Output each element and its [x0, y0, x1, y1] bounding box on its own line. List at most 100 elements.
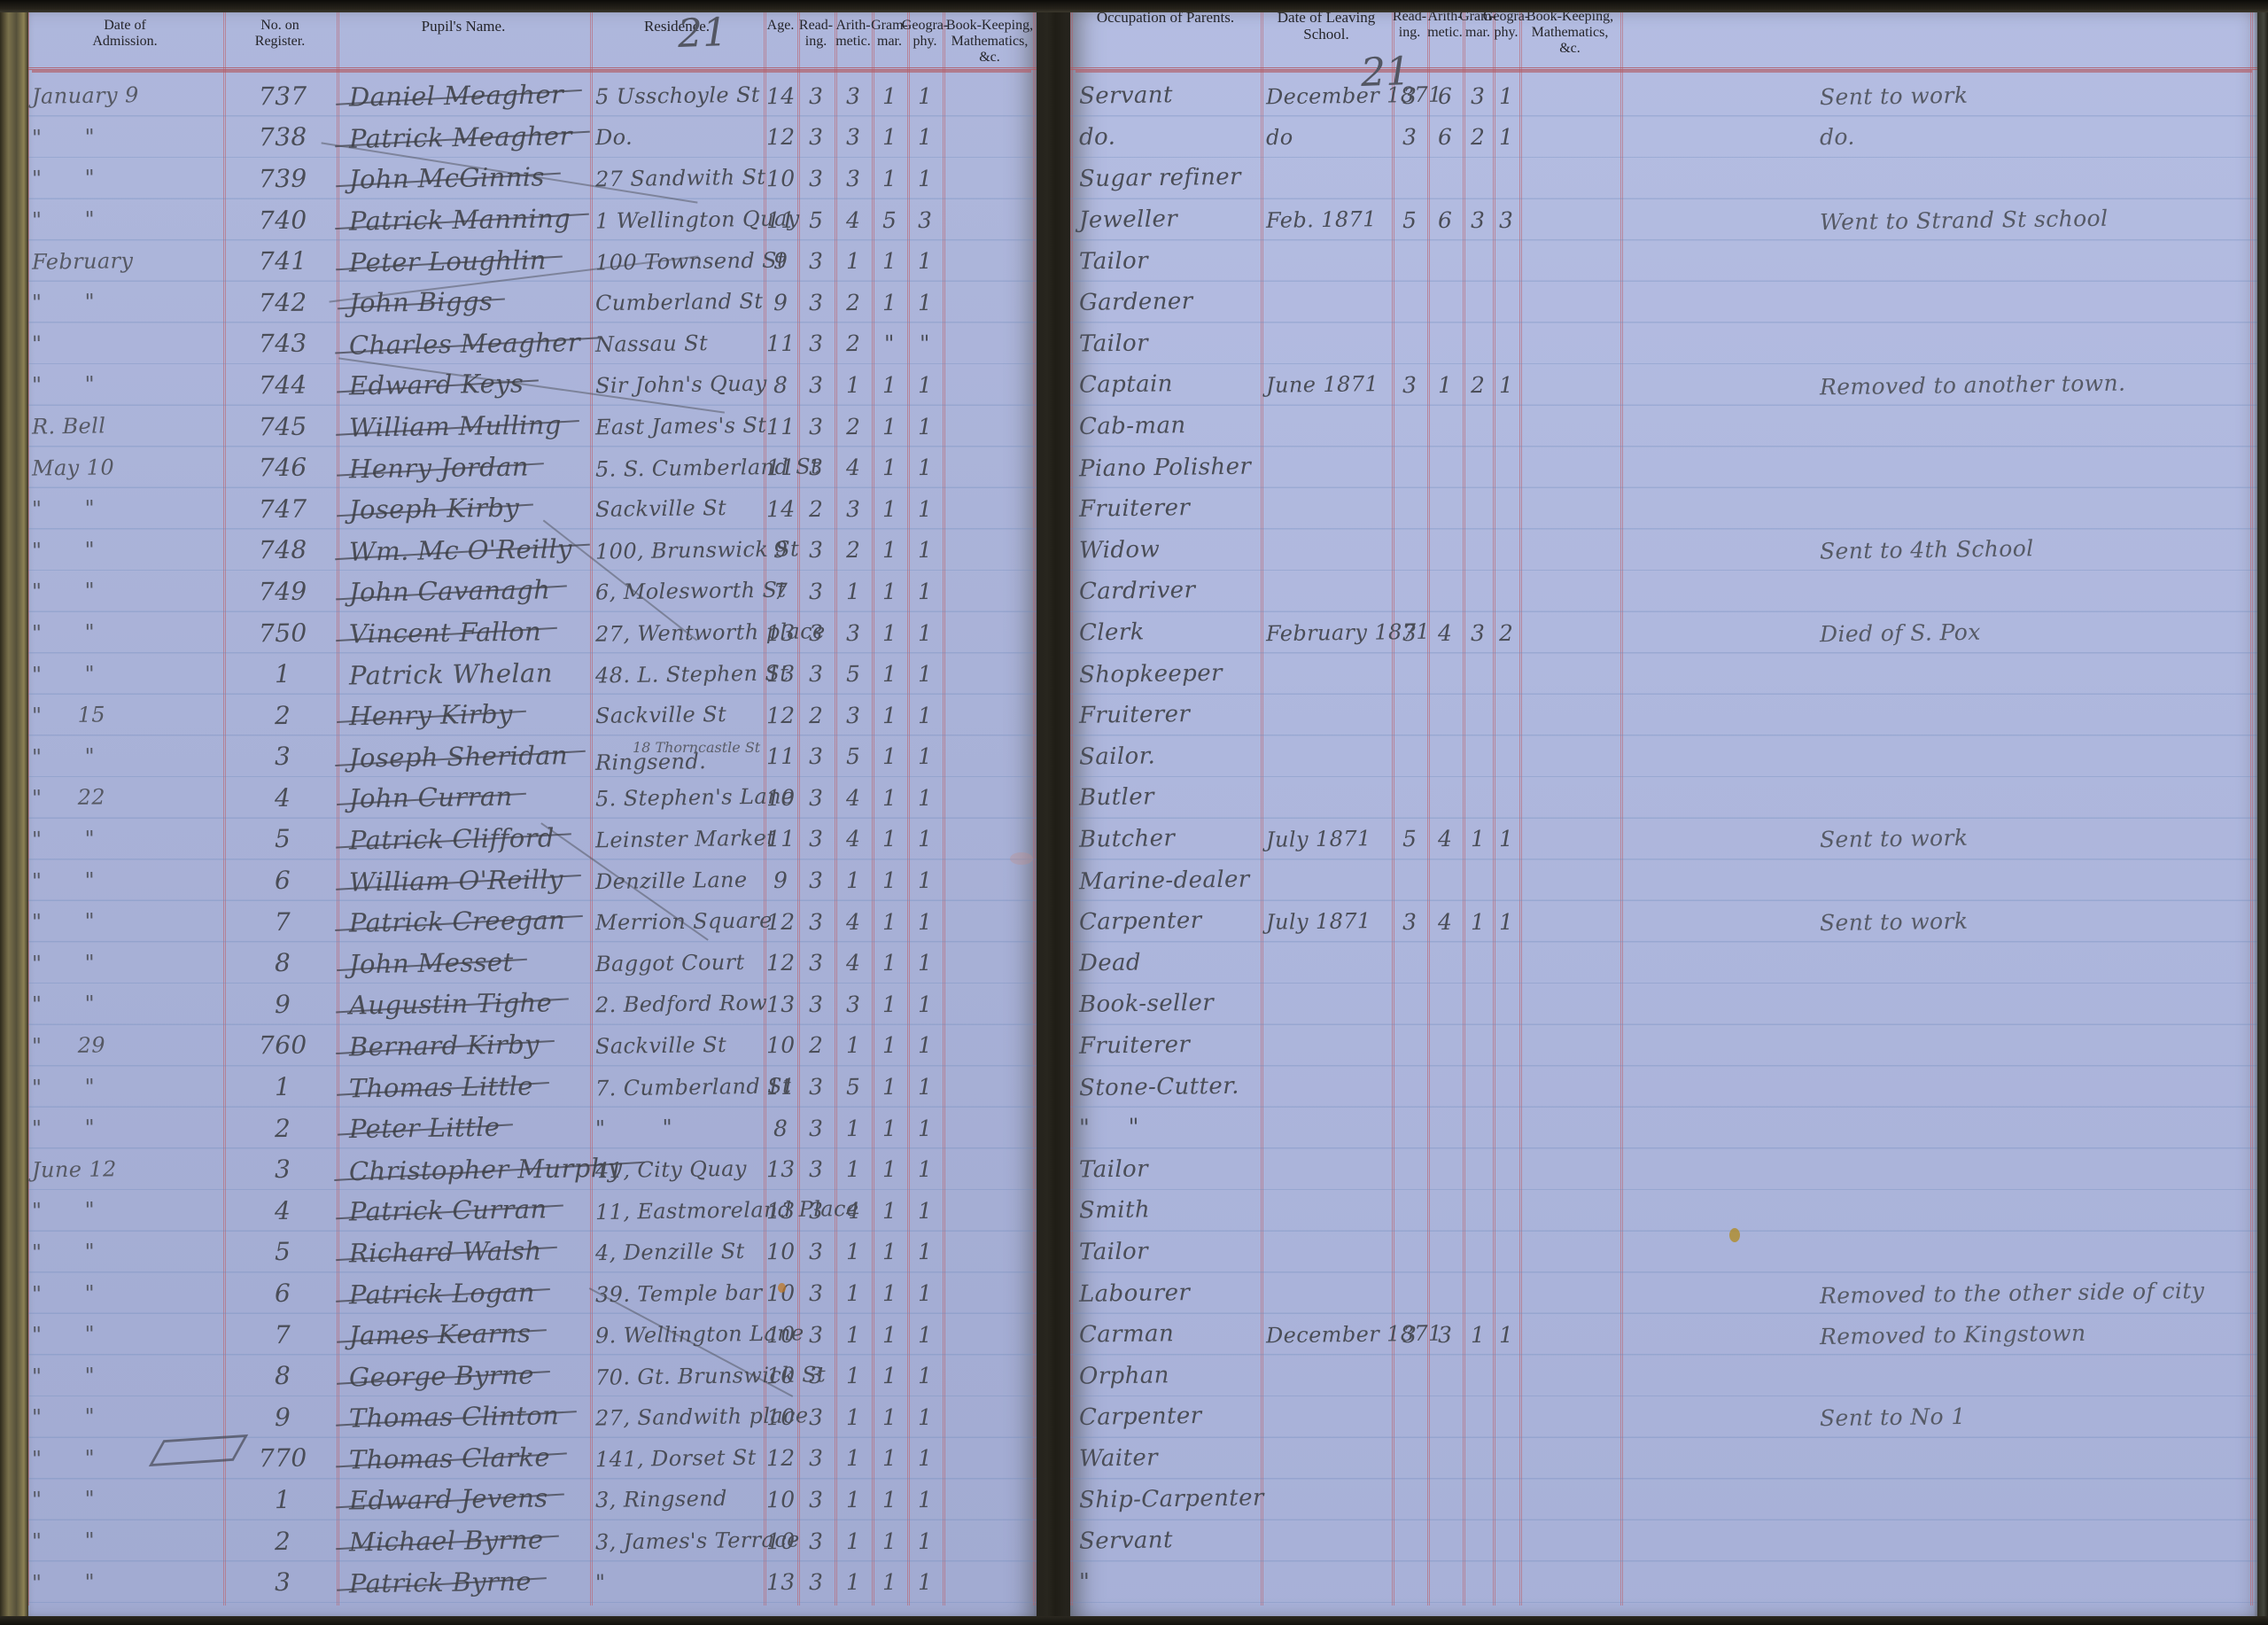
header-date-of-admission: Date of Admission.	[92, 18, 158, 49]
geography-handwriting: 1	[917, 371, 933, 399]
book-right-edge	[2254, 0, 2268, 1625]
cell-register: 747	[223, 488, 337, 530]
cell-register: 4	[223, 777, 337, 819]
cell-geography: 1	[907, 819, 943, 860]
admission-handwriting: " "	[31, 1197, 96, 1224]
cell-admission: " "	[27, 530, 223, 571]
cell-l_arithmetic	[1427, 777, 1463, 819]
cell-age: 11	[764, 323, 797, 365]
occupation-handwriting: Marine-dealer	[1078, 866, 1250, 895]
cell-register: 1	[223, 653, 337, 695]
cell-reading: 5	[797, 199, 835, 241]
cell-register: 746	[223, 447, 337, 488]
residence-handwriting: 48. L. Stephen St	[594, 660, 789, 688]
cell-occupation: Ship-Carpenter	[1070, 1479, 1264, 1520]
grammar-handwriting: 5	[882, 206, 897, 233]
cell-name: Patrick Byrne	[337, 1561, 590, 1603]
admission-handwriting: " "	[31, 1445, 96, 1472]
cell-leaving	[1261, 571, 1392, 612]
cell-geography: 1	[907, 695, 943, 736]
reading-handwriting: 2	[808, 1032, 824, 1059]
cell-l_reading	[1392, 1148, 1427, 1190]
register-handwriting: 741	[258, 245, 307, 276]
admission-handwriting: "	[31, 330, 43, 356]
cell-geography: 1	[907, 1438, 943, 1480]
cell-admission: " "	[27, 117, 223, 159]
cell-leaving	[1261, 984, 1392, 1025]
admission-handwriting: " "	[31, 371, 96, 398]
cell-reading: 3	[797, 158, 835, 199]
column-rule	[907, 12, 910, 1606]
cell-name: Patrick Curran	[337, 1190, 590, 1232]
cell-leaving	[1261, 736, 1392, 778]
cell-l_geography	[1493, 488, 1519, 530]
admission-handwriting: " "	[31, 1403, 96, 1430]
register-row: Servant December 1871 3 6 3 1 Sent to work	[1070, 75, 2257, 117]
register-handwriting: 2	[274, 1113, 291, 1143]
cell-register: 8	[223, 942, 337, 984]
cell-register: 4	[223, 1190, 337, 1232]
admission-handwriting: " "	[31, 578, 96, 604]
cell-grammar: 1	[872, 406, 907, 447]
cell-bookkeeping	[943, 612, 1037, 654]
geography-handwriting: 1	[917, 1115, 933, 1141]
cell-remarks	[1620, 1025, 2257, 1067]
cell-admission: " "	[27, 984, 223, 1025]
cell-admission: " "	[27, 1479, 223, 1520]
cell-leaving	[1261, 1232, 1392, 1273]
cell-leaving	[1261, 653, 1392, 695]
register-row: Butler	[1070, 777, 2257, 819]
occupation-handwriting: Sugar refiner	[1078, 164, 1242, 193]
remarks-handwriting: do.	[1819, 124, 1855, 151]
reading-handwriting: 3	[808, 991, 824, 1017]
reading-handwriting: 3	[808, 413, 824, 439]
grammar-handwriting: 1	[882, 1445, 897, 1472]
l_geography-handwriting: 1	[1498, 371, 1514, 399]
cell-reading: 3	[797, 901, 835, 943]
cell-admission: "	[27, 323, 223, 365]
admission-handwriting: " "	[31, 1569, 96, 1596]
cell-l_grammar	[1463, 653, 1493, 695]
register-row: " " 7 James Kearns 9. Wellington Lane 10 3 1 1 1	[27, 1314, 1037, 1356]
occupation-handwriting: Labourer	[1078, 1279, 1191, 1308]
cell-grammar: 5	[872, 199, 907, 241]
column-rule	[1392, 12, 1394, 1606]
cell-l_reading	[1392, 571, 1427, 612]
l_grammar-handwriting: 1	[1470, 908, 1486, 935]
book-top-edge	[0, 0, 2268, 12]
admission-handwriting: " "	[31, 867, 96, 894]
column-rule	[835, 12, 837, 1606]
cell-admission: " "	[27, 488, 223, 530]
register-row: Sailor.	[1070, 736, 2257, 778]
cell-reading: 3	[797, 653, 835, 695]
l_grammar-handwriting: 2	[1470, 124, 1486, 151]
register-row: " " 1 Patrick Whelan 48. L. Stephen St 13 3 5 1…	[27, 653, 1037, 695]
register-handwriting: 6	[274, 865, 291, 896]
age-handwriting: 10	[765, 1321, 796, 1348]
cell-l_mathematics	[1519, 736, 1620, 778]
cell-l_mathematics	[1519, 1355, 1620, 1396]
cell-occupation: Orphan	[1070, 1355, 1261, 1396]
column-rule	[764, 12, 766, 1606]
cell-l_arithmetic: 1	[1427, 364, 1463, 406]
cell-l_grammar	[1463, 406, 1493, 447]
residence-handwriting: Sackville St	[594, 702, 727, 729]
cell-bookkeeping	[943, 1108, 1037, 1149]
cell-arithmetic: 4	[835, 901, 872, 943]
cell-bookkeeping	[943, 530, 1037, 571]
cell-reading: 3	[797, 1232, 835, 1273]
column-rule	[943, 12, 945, 1606]
cell-l_geography	[1493, 1438, 1519, 1480]
cell-age: 13	[764, 1561, 797, 1603]
cell-name: Thomas Clarke	[337, 1438, 590, 1480]
cell-name: Peter Loughlin	[337, 240, 590, 282]
residence-handwriting: Ringsend.	[594, 748, 707, 775]
geography-handwriting: 1	[917, 1321, 933, 1348]
cell-l_geography	[1493, 859, 1519, 901]
grammar-handwriting: 1	[882, 660, 897, 688]
age-handwriting: 13	[765, 991, 796, 1018]
grammar-handwriting: 1	[882, 826, 897, 852]
cell-grammar: 1	[872, 240, 907, 282]
name-handwriting: Patrick Clifford	[342, 822, 555, 855]
cell-residence: " "	[590, 1108, 764, 1149]
